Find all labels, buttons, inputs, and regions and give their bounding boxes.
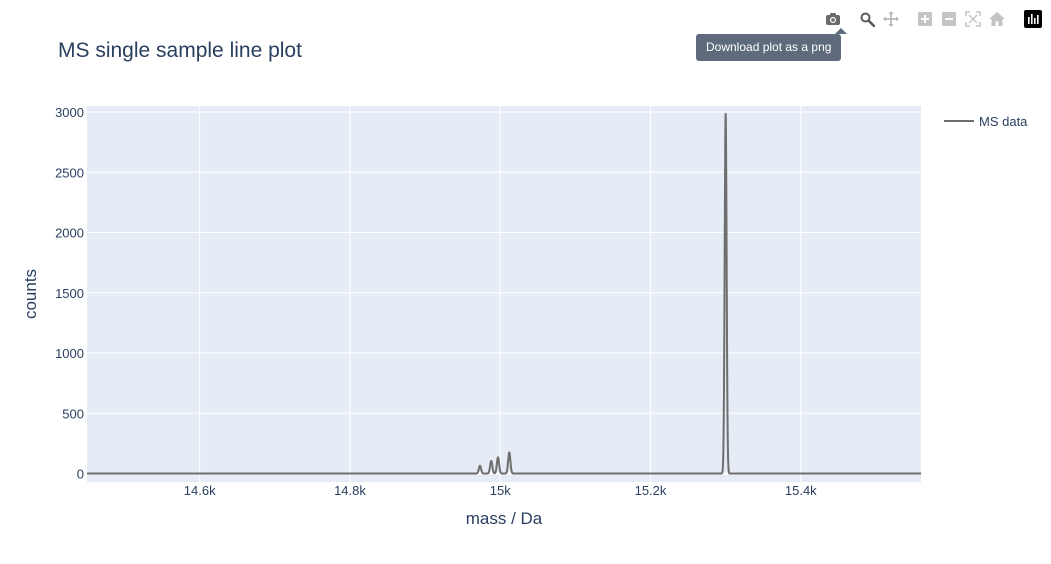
zoom-out-icon — [942, 12, 956, 26]
x-tick-label: 14.8k — [334, 483, 366, 498]
reset-axes-button[interactable] — [987, 8, 1007, 30]
pan-button[interactable] — [881, 8, 901, 30]
series-line[interactable] — [86, 112, 922, 475]
download-png-button[interactable] — [823, 8, 843, 30]
pan-icon — [883, 11, 899, 27]
zoom-icon — [860, 12, 875, 27]
download-tooltip: Download plot as a png — [696, 34, 842, 61]
x-tick-label: 15.4k — [785, 483, 817, 498]
zoom-out-button[interactable] — [939, 8, 959, 30]
y-tick-label: 500 — [62, 406, 84, 421]
x-axis-title: mass / Da — [466, 509, 543, 528]
home-icon — [989, 12, 1005, 26]
y-tick-label: 3000 — [55, 105, 84, 120]
y-tick-label: 1000 — [55, 346, 84, 361]
y-tick-label: 0 — [77, 467, 84, 482]
autoscale-icon — [965, 11, 981, 27]
y-axis-title: counts — [21, 269, 40, 319]
legend[interactable]: MS data — [944, 114, 1028, 129]
camera-icon — [826, 13, 840, 25]
series-layer — [86, 112, 922, 475]
zoom-in-icon — [918, 12, 932, 26]
x-tick-label: 14.6k — [184, 483, 216, 498]
modebar — [823, 8, 1043, 30]
legend-label: MS data — [979, 114, 1028, 129]
tick-labels: 14.6k 14.8k 15k 15.2k 15.4k 0 500 1000 1500 2000 2… — [55, 105, 817, 498]
tooltip-arrow — [835, 28, 847, 34]
zoom-in-button[interactable] — [915, 8, 935, 30]
zoom-button[interactable] — [857, 8, 877, 30]
plotly-logo-button[interactable] — [1023, 8, 1043, 30]
x-tick-label: 15.2k — [635, 483, 667, 498]
y-tick-label: 2500 — [55, 165, 84, 180]
autoscale-button[interactable] — [963, 8, 983, 30]
plot-background[interactable] — [87, 106, 921, 482]
chart-title: MS single sample line plot — [58, 39, 302, 62]
y-tick-label: 2000 — [55, 226, 84, 241]
y-tick-label: 1500 — [55, 286, 84, 301]
x-tick-label: 15k — [490, 483, 511, 498]
plotly-logo-icon — [1024, 10, 1042, 28]
